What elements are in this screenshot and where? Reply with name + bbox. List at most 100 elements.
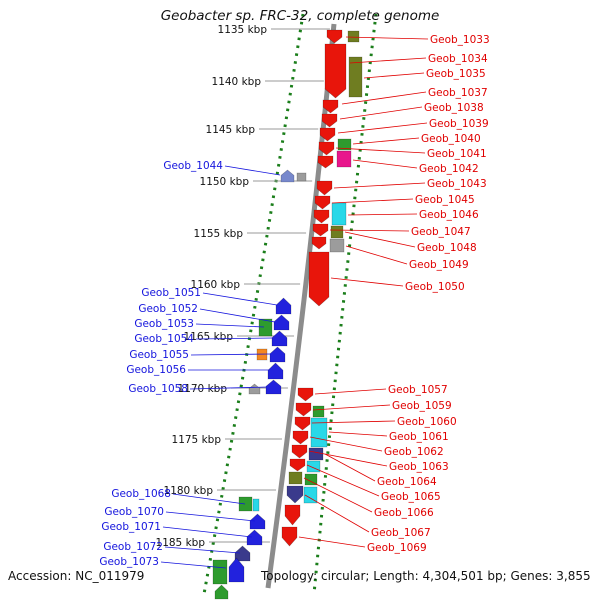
gene-glyph-Geob_1035[interactable]: [348, 56, 363, 98]
gene-leader-line: [330, 277, 404, 287]
gene-label-Geob_1048[interactable]: Geob_1048: [417, 242, 477, 254]
gene-label-Geob_1061[interactable]: Geob_1061: [389, 431, 449, 443]
gene-glyph-Geob_1069[interactable]: [281, 526, 298, 547]
gene-glyph[interactable]: [303, 486, 318, 504]
gene-glyph-Geob_1053[interactable]: [258, 318, 273, 337]
gene-label-Geob_1054[interactable]: Geob_1054: [134, 333, 194, 345]
gene-glyph[interactable]: [248, 383, 261, 395]
gene-label-Geob_1058[interactable]: Geob_1058: [128, 383, 188, 395]
gene-glyph-Geob_1042[interactable]: [336, 150, 352, 168]
gene-label-Geob_1034[interactable]: Geob_1034: [428, 53, 488, 65]
gene-label-Geob_1038[interactable]: Geob_1038: [424, 102, 484, 114]
gene-glyph-Geob_1055[interactable]: [269, 346, 286, 363]
gene-glyph-Geob_1043[interactable]: [316, 180, 333, 196]
gene-label-Geob_1047[interactable]: Geob_1047: [411, 226, 471, 238]
gene-label-Geob_1055[interactable]: Geob_1055: [129, 349, 189, 361]
gene-label-Geob_1057[interactable]: Geob_1057: [388, 384, 448, 396]
gene-label-Geob_1043[interactable]: Geob_1043: [427, 178, 487, 190]
gene-label-Geob_1051[interactable]: Geob_1051: [141, 287, 201, 299]
gene-leader-line: [345, 245, 408, 265]
gene-glyph-Geob_1068[interactable]: [238, 496, 253, 512]
gene-glyph-Geob_1047[interactable]: [312, 223, 329, 237]
gene-label-Geob_1066[interactable]: Geob_1066: [374, 507, 434, 519]
gene-glyph-Geob_1058[interactable]: [265, 379, 282, 395]
gene-label-Geob_1071[interactable]: Geob_1071: [101, 521, 161, 533]
gene-label-Geob_1052[interactable]: Geob_1052: [138, 303, 198, 315]
gene-label-Geob_1041[interactable]: Geob_1041: [427, 148, 487, 160]
gene-glyph-Geob_1052[interactable]: [273, 314, 290, 331]
gene-glyph-Geob_1048[interactable]: [330, 225, 344, 239]
gene-label-Geob_1060[interactable]: Geob_1060: [397, 416, 457, 428]
gene-glyph[interactable]: [228, 557, 245, 583]
gene-label-Geob_1067[interactable]: Geob_1067: [371, 527, 431, 539]
gene-glyph[interactable]: [296, 172, 307, 182]
gene-label-Geob_1063[interactable]: Geob_1063: [389, 461, 449, 473]
gene-label-Geob_1069[interactable]: Geob_1069: [367, 542, 427, 554]
gene-glyph-Geob_1037[interactable]: [322, 99, 339, 114]
gene-glyph-Geob_1056[interactable]: [267, 362, 284, 380]
position-label: 1140 kbp: [212, 76, 262, 88]
gene-glyph-Geob_1040[interactable]: [337, 138, 352, 151]
gene-glyph-Geob_1044[interactable]: [280, 169, 295, 183]
gene-glyph-Geob_1039[interactable]: [319, 127, 336, 142]
gene-glyph[interactable]: [312, 405, 325, 418]
gene-glyph-Geob_1034[interactable]: [324, 43, 347, 99]
gene-label-Geob_1037[interactable]: Geob_1037: [428, 87, 488, 99]
gene-label-Geob_1044[interactable]: Geob_1044: [163, 160, 223, 172]
gene-label-Geob_1068[interactable]: Geob_1068: [111, 488, 171, 500]
gene-label-Geob_1042[interactable]: Geob_1042: [419, 163, 479, 175]
gene-glyph-Geob_1057[interactable]: [297, 387, 314, 402]
gene-glyph[interactable]: [311, 236, 327, 250]
gene-glyph-Geob_1051[interactable]: [275, 297, 292, 315]
gene-label-Geob_1040[interactable]: Geob_1040: [421, 133, 481, 145]
gene-glyph-Geob_1038[interactable]: [321, 113, 338, 128]
gene-glyph-Geob_1060[interactable]: [294, 416, 311, 431]
gene-label-Geob_1059[interactable]: Geob_1059: [392, 400, 452, 412]
gene-glyph-Geob_1059[interactable]: [295, 402, 312, 417]
gene-glyph[interactable]: [214, 584, 229, 600]
gene-glyph-Geob_1033[interactable]: [326, 29, 343, 44]
gene-glyph-Geob_1041[interactable]: [318, 141, 335, 156]
gene-glyph[interactable]: [304, 473, 318, 486]
gene-label-Geob_1045[interactable]: Geob_1045: [415, 194, 475, 206]
gene-glyph-Geob_1063[interactable]: [291, 444, 308, 459]
gene-glyph-Geob_1067[interactable]: [286, 485, 304, 504]
gene-label-Geob_1073[interactable]: Geob_1073: [99, 556, 159, 568]
gene-glyph-Geob_1064[interactable]: [308, 447, 324, 461]
gene-glyph-Geob_1054[interactable]: [271, 330, 288, 347]
gene-label-Geob_1056[interactable]: Geob_1056: [126, 364, 186, 376]
gene-label-Geob_1062[interactable]: Geob_1062: [384, 446, 444, 458]
gene-glyph-Geob_1070[interactable]: [249, 513, 266, 530]
gene-glyph[interactable]: [306, 460, 321, 473]
gene-glyph[interactable]: [317, 155, 334, 169]
gene-label-Geob_1039[interactable]: Geob_1039: [429, 118, 489, 130]
gene-label-Geob_1064[interactable]: Geob_1064: [377, 476, 437, 488]
gene-glyph-Geob_1045[interactable]: [314, 195, 331, 210]
gene-glyph-Geob_1073[interactable]: [212, 559, 228, 585]
gene-glyph-Geob_1071[interactable]: [246, 529, 263, 546]
gene-leader-line: [306, 464, 380, 497]
accession-text: Accession: NC_011979: [8, 569, 145, 583]
gene-label-Geob_1053[interactable]: Geob_1053: [134, 318, 194, 330]
gene-glyph-Geob_1072[interactable]: [234, 545, 251, 562]
gene-leader-line: [165, 511, 256, 522]
gene-label-Geob_1072[interactable]: Geob_1072: [103, 541, 163, 553]
gene-glyph[interactable]: [313, 209, 330, 224]
gene-label-Geob_1065[interactable]: Geob_1065: [381, 491, 441, 503]
gene-glyph-Geob_1062[interactable]: [292, 430, 309, 445]
gene-label-Geob_1050[interactable]: Geob_1050: [405, 281, 465, 293]
gene-glyph-Geob_1065[interactable]: [289, 458, 306, 472]
gene-glyph[interactable]: [347, 30, 360, 43]
gene-label-Geob_1035[interactable]: Geob_1035: [426, 68, 486, 80]
gene-glyph-Geob_1050[interactable]: [308, 251, 330, 307]
gene-label-Geob_1033[interactable]: Geob_1033: [430, 34, 490, 46]
gene-label-Geob_1070[interactable]: Geob_1070: [104, 506, 164, 518]
gene-glyph[interactable]: [252, 498, 260, 512]
gene-glyph-Geob_1066[interactable]: [288, 471, 303, 485]
gene-label-Geob_1049[interactable]: Geob_1049: [409, 259, 469, 271]
gene-glyph-Geob_1046[interactable]: [331, 202, 347, 226]
gene-glyph[interactable]: [284, 504, 301, 526]
gene-label-Geob_1046[interactable]: Geob_1046: [419, 209, 479, 221]
gene-glyph-Geob_1049[interactable]: [329, 238, 345, 253]
